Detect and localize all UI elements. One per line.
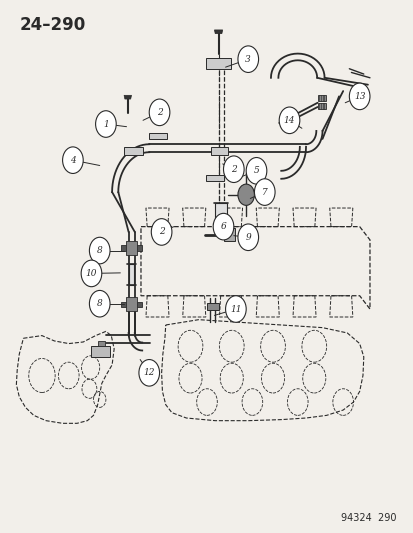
Polygon shape	[206, 58, 230, 69]
Circle shape	[213, 213, 233, 240]
Circle shape	[254, 179, 274, 205]
Polygon shape	[121, 302, 142, 307]
Text: 6: 6	[220, 222, 226, 231]
Circle shape	[149, 99, 169, 126]
Text: 2: 2	[158, 228, 164, 237]
Polygon shape	[124, 147, 143, 155]
Circle shape	[89, 237, 110, 264]
Circle shape	[349, 83, 369, 110]
Circle shape	[237, 184, 254, 205]
Polygon shape	[211, 147, 227, 155]
Text: 8: 8	[97, 299, 102, 308]
Circle shape	[246, 158, 266, 184]
Circle shape	[151, 219, 171, 245]
Text: 1: 1	[103, 119, 109, 128]
Text: 12: 12	[143, 368, 154, 377]
Polygon shape	[317, 95, 325, 101]
Text: 24–290: 24–290	[19, 15, 85, 34]
Polygon shape	[129, 264, 134, 285]
Polygon shape	[223, 228, 234, 241]
Polygon shape	[149, 133, 166, 139]
Circle shape	[89, 290, 110, 317]
Text: 3: 3	[245, 55, 251, 63]
Text: 2: 2	[156, 108, 162, 117]
Text: 14: 14	[283, 116, 294, 125]
Polygon shape	[124, 95, 131, 99]
Circle shape	[62, 147, 83, 173]
Polygon shape	[206, 175, 223, 181]
Polygon shape	[206, 303, 218, 310]
Text: 13: 13	[353, 92, 365, 101]
Circle shape	[139, 360, 159, 386]
Text: 10: 10	[85, 269, 97, 278]
Text: 8: 8	[97, 246, 102, 255]
Polygon shape	[97, 341, 104, 346]
Circle shape	[223, 156, 244, 182]
Circle shape	[81, 260, 102, 287]
Polygon shape	[214, 30, 222, 34]
Text: 5: 5	[253, 166, 259, 175]
Text: 2: 2	[230, 165, 236, 174]
Text: 4: 4	[70, 156, 76, 165]
Polygon shape	[121, 245, 142, 251]
Polygon shape	[215, 203, 226, 224]
Circle shape	[237, 224, 258, 251]
Text: 94324  290: 94324 290	[340, 513, 396, 523]
Circle shape	[225, 296, 246, 322]
Text: 9: 9	[245, 233, 251, 242]
Circle shape	[95, 111, 116, 138]
Polygon shape	[126, 241, 137, 255]
Polygon shape	[126, 297, 137, 311]
Circle shape	[237, 46, 258, 72]
Circle shape	[278, 107, 299, 134]
Text: 11: 11	[230, 304, 241, 313]
Text: 7: 7	[261, 188, 267, 197]
Polygon shape	[317, 103, 325, 109]
Polygon shape	[91, 346, 110, 357]
